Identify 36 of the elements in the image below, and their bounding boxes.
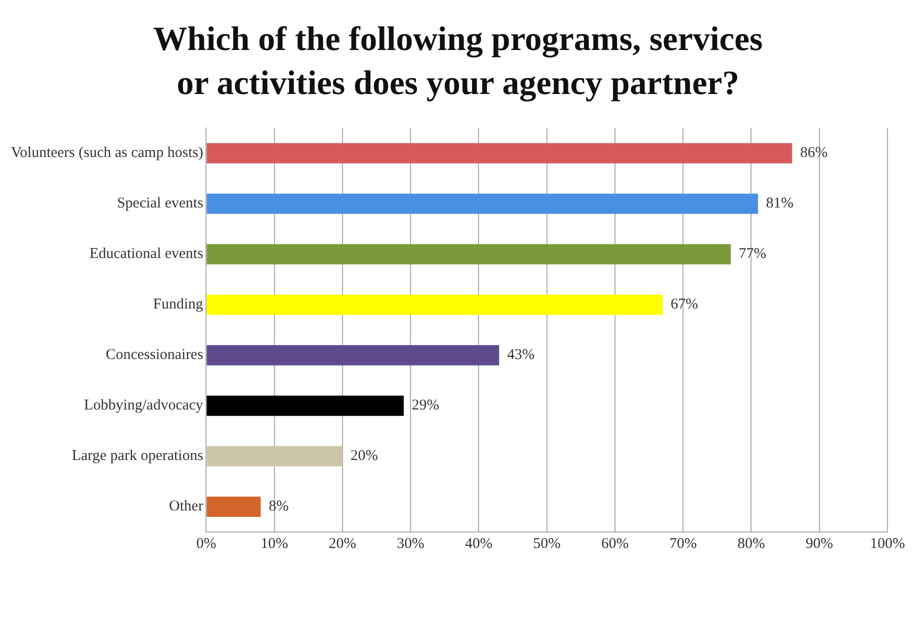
x-tick-label: 60% [601,536,629,552]
y-tick-label: Large park operations [72,448,204,464]
x-tick-label: 80% [737,536,765,552]
x-tick-label: 70% [669,536,697,552]
data-label: 20% [350,448,378,464]
y-tick-label: Volunteers (such as camp hosts) [11,145,204,162]
bar [206,294,663,315]
bar [206,396,404,416]
data-label: 86% [800,145,828,162]
data-label: 43% [507,347,535,364]
data-label: 81% [766,196,794,212]
x-tick-label: 10% [260,536,288,552]
x-tick-label: 90% [806,536,834,552]
x-tick-label: 100% [870,536,905,552]
data-label: 8% [268,498,289,515]
x-tick-label: 20% [328,536,356,552]
bar [206,244,731,264]
y-tick-label: Concessionaires [106,347,204,364]
x-tick-label: 30% [396,536,424,552]
data-label: 29% [412,398,440,414]
x-tick-label: 40% [464,536,492,552]
y-tick-label: Lobbying/advocacy [84,398,204,414]
x-tick-label: 50% [533,536,561,552]
y-tick-label: Special events [116,196,204,212]
y-tick-label: Educational events [89,246,204,262]
data-label: 67% [670,296,698,313]
y-tick-label: Funding [153,296,204,313]
y-tick-label: Other [169,498,204,515]
bar [206,345,500,366]
chart-title: Which of the following programs, services or activities does your agency partner? [152,20,764,104]
data-label: 77% [738,246,766,262]
bar [206,194,758,214]
bar [206,496,261,517]
bar [206,143,792,164]
x-tick-label: 0% [196,536,216,552]
bar [206,446,342,466]
